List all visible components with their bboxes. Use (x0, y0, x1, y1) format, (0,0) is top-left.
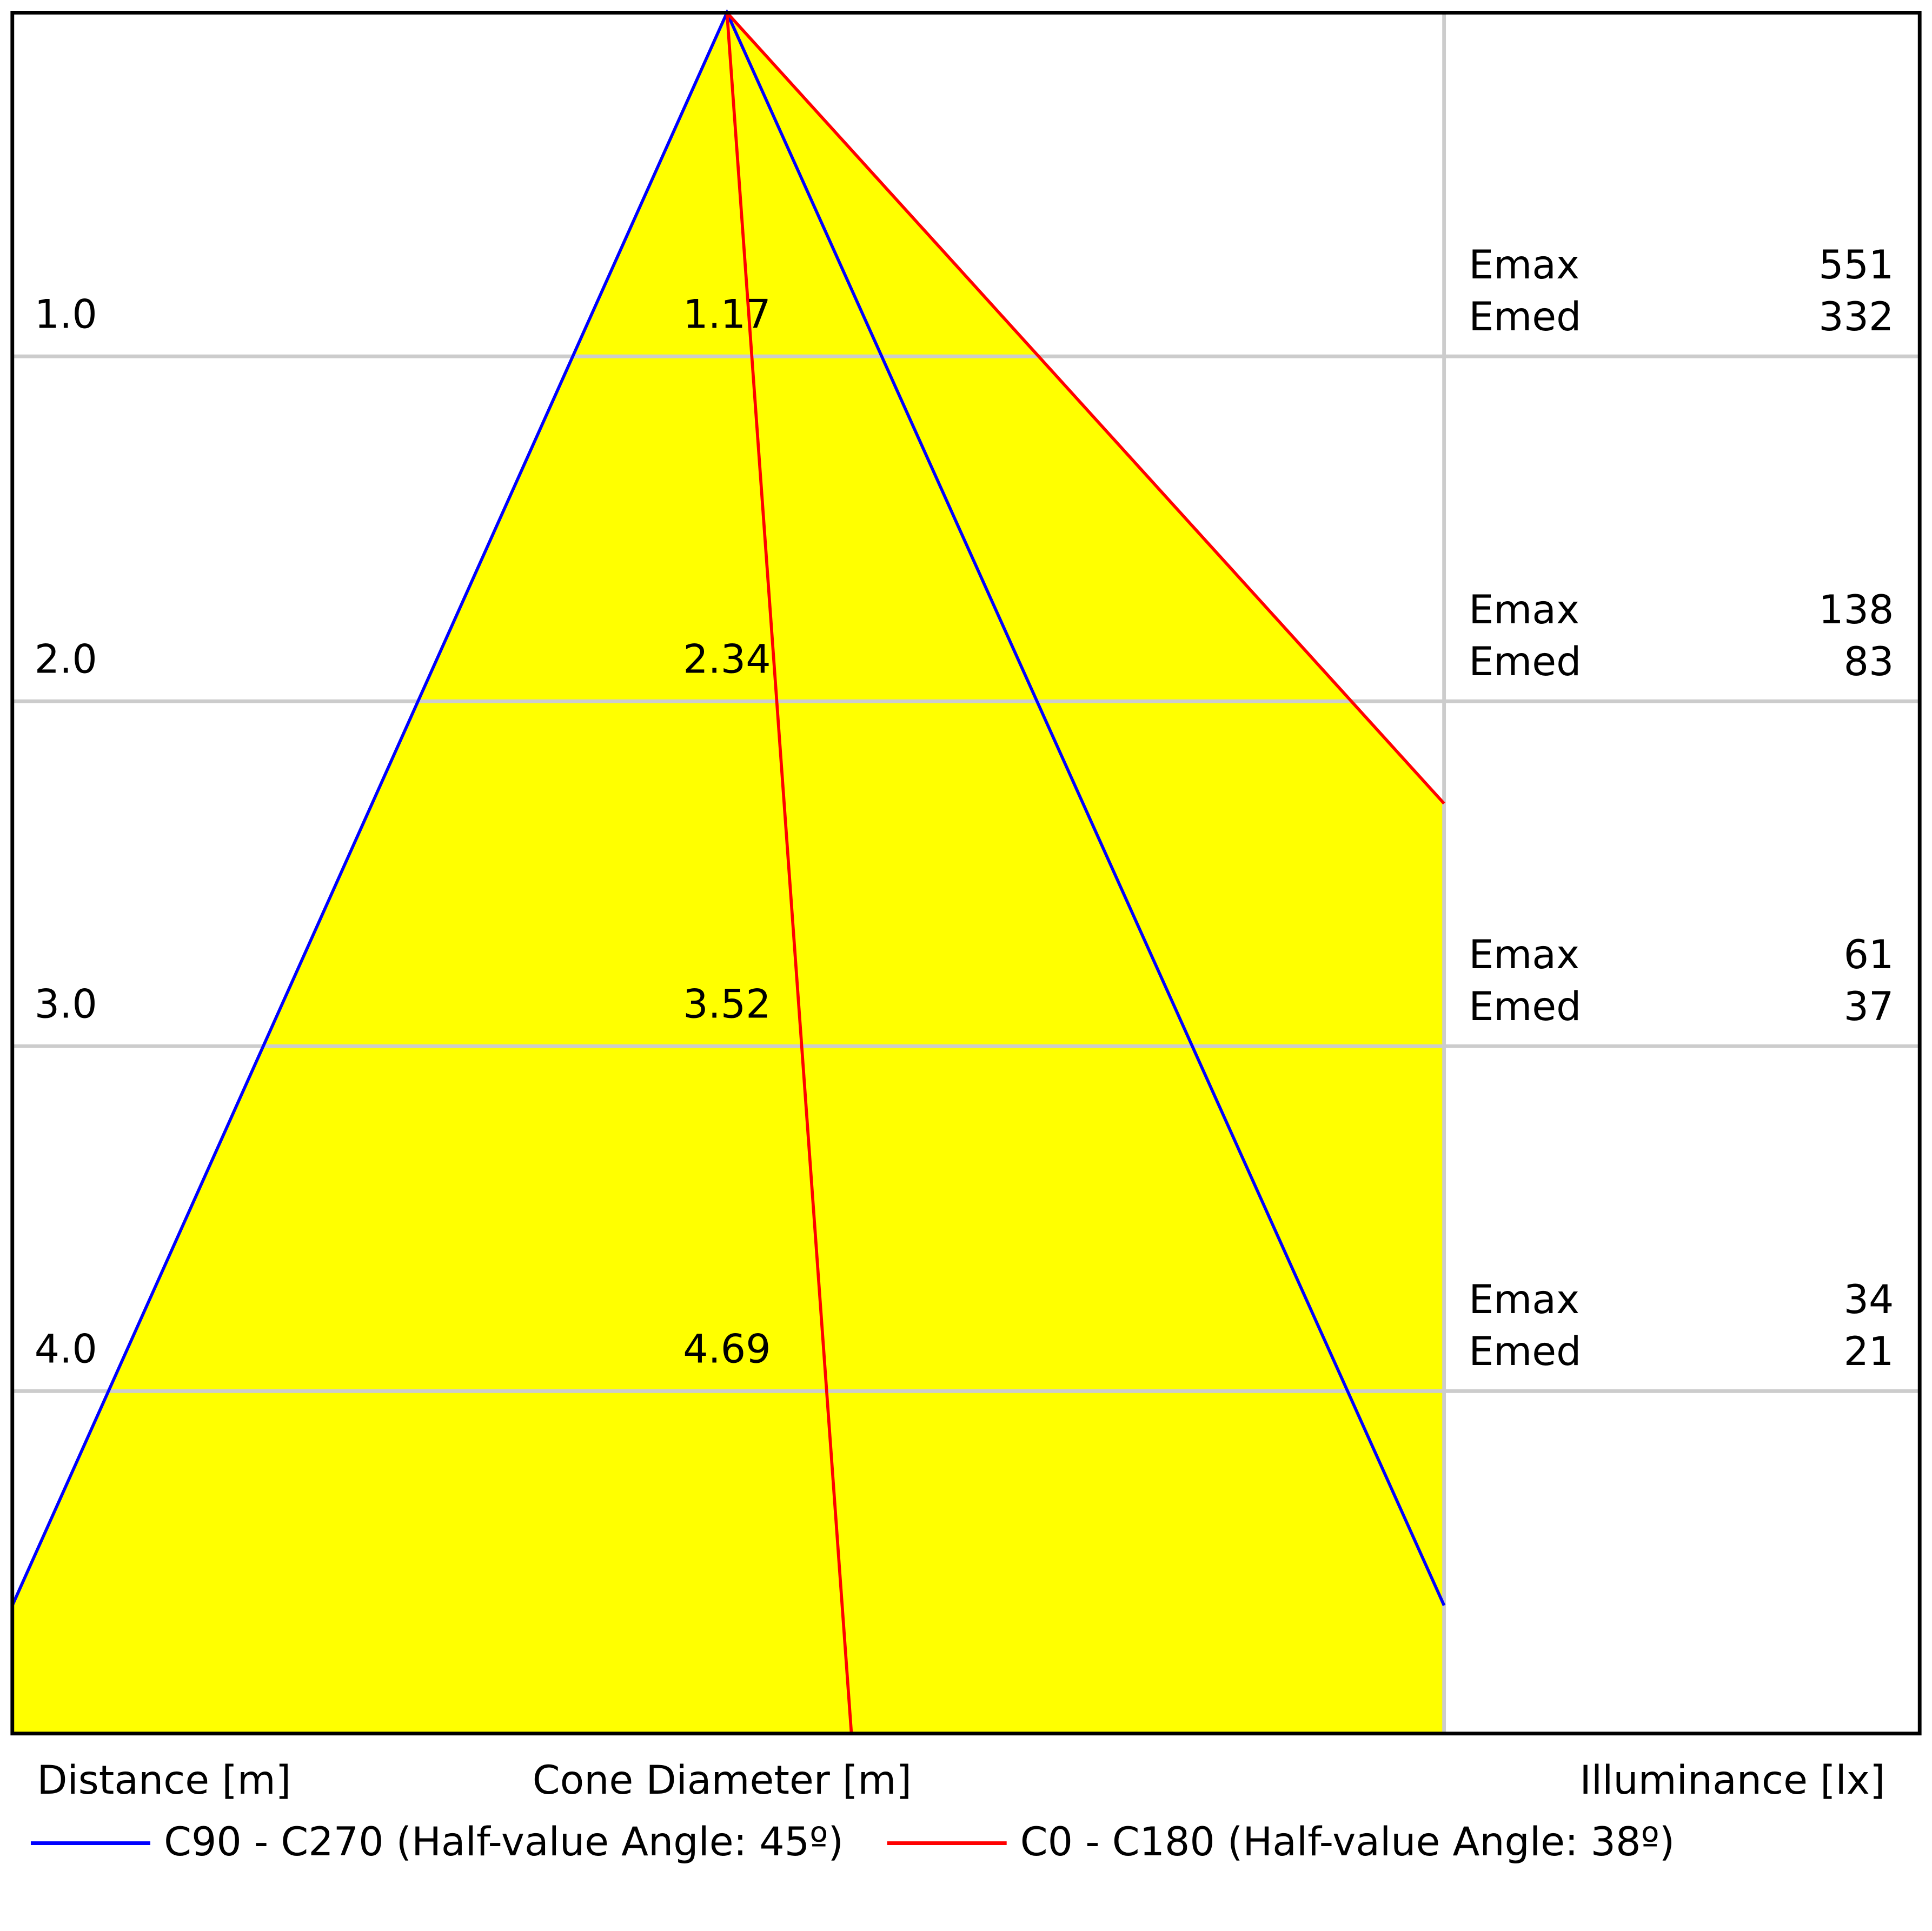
diameter-value: 1.17 (683, 291, 771, 337)
distance-value: 1.0 (35, 291, 97, 337)
emed-value: 83 (1844, 639, 1894, 685)
emax-label: Emax (1469, 242, 1579, 288)
grid (12, 12, 1920, 1734)
emed-label: Emed (1469, 639, 1581, 685)
legend-label: C90 - C270 (Half-value Angle: 45º) (164, 1819, 844, 1865)
distance-value: 2.0 (35, 636, 97, 682)
emed-value: 332 (1818, 294, 1894, 340)
illuminance-label: Illuminance [lx] (1579, 1757, 1885, 1803)
diameter-value: 4.69 (683, 1326, 771, 1372)
emax-value: 138 (1818, 587, 1894, 633)
emax-value: 551 (1818, 242, 1894, 288)
emax-label: Emax (1469, 587, 1579, 633)
emed-label: Emed (1469, 294, 1581, 340)
emed-value: 37 (1844, 984, 1894, 1030)
c0-edge (725, 12, 853, 1734)
frame (10, 11, 1922, 1736)
legend-label: C0 - C180 (Half-value Angle: 38º) (1020, 1819, 1675, 1865)
emed-label: Emed (1469, 984, 1581, 1030)
emed-label: Emed (1469, 1329, 1581, 1375)
distance-label: Distance [m] (37, 1757, 291, 1803)
c0-edge (726, 11, 1445, 805)
diameter-label: Cone Diameter [m] (533, 1757, 912, 1803)
emed-value: 21 (1844, 1329, 1894, 1375)
diameter-value: 3.52 (683, 981, 771, 1027)
emax-label: Emax (1469, 932, 1579, 978)
emax-label: Emax (1469, 1277, 1579, 1323)
diameter-value: 2.34 (683, 636, 771, 682)
cone-fill (12, 12, 1444, 1734)
distance-value: 3.0 (35, 981, 97, 1027)
distance-value: 4.0 (35, 1326, 97, 1372)
emax-value: 61 (1844, 932, 1894, 978)
emax-value: 34 (1844, 1277, 1894, 1323)
